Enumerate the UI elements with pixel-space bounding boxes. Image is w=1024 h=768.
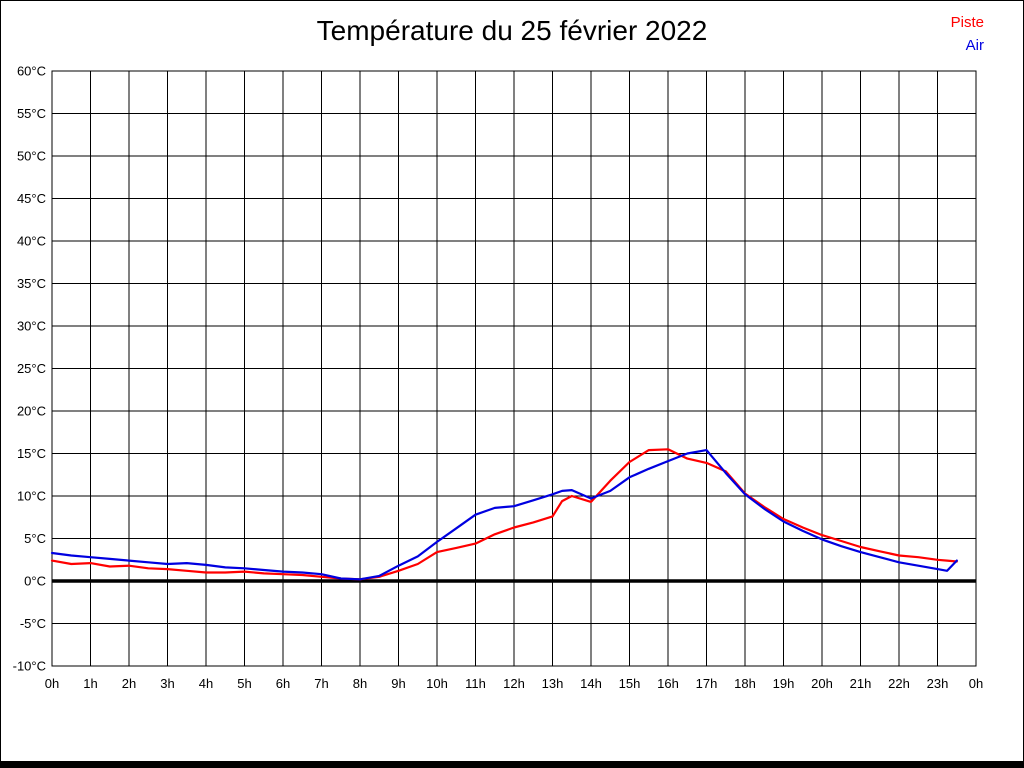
y-tick-label: 25°C	[17, 361, 46, 376]
y-tick-label: 10°C	[17, 489, 46, 504]
x-tick-label: 5h	[237, 676, 251, 691]
series-line-piste	[50, 448, 958, 581]
x-tick-label: 12h	[503, 676, 525, 691]
y-tick-label: 30°C	[17, 319, 46, 334]
x-tick-label: 22h	[888, 676, 910, 691]
y-tick-label: 50°C	[17, 149, 46, 164]
y-tick-label: 5°C	[24, 531, 46, 546]
x-tick-label: 13h	[542, 676, 564, 691]
y-tick-label: 60°C	[17, 64, 46, 79]
x-tick-label: 7h	[314, 676, 328, 691]
x-tick-label: 4h	[199, 676, 213, 691]
x-tick-label: 14h	[580, 676, 602, 691]
legend-item-piste: Piste	[950, 14, 984, 31]
x-tick-label: 6h	[276, 676, 290, 691]
chart-title: Température du 25 février 2022	[316, 15, 708, 46]
x-tick-label: 19h	[773, 676, 795, 691]
series-line-air	[50, 449, 958, 581]
y-tick-label: 15°C	[17, 446, 46, 461]
x-tick-label: 2h	[122, 676, 136, 691]
y-tick-label: -5°C	[20, 616, 46, 631]
y-tick-label: -10°C	[13, 659, 46, 674]
y-tick-label: 55°C	[17, 106, 46, 121]
x-tick-label: 11h	[465, 676, 486, 691]
x-tick-label: 16h	[657, 676, 679, 691]
x-tick-label: 0h	[969, 676, 983, 691]
x-tick-label: 1h	[83, 676, 97, 691]
x-tick-label: 3h	[160, 676, 174, 691]
y-tick-label: 40°C	[17, 234, 46, 249]
y-tick-label: 35°C	[17, 276, 46, 291]
y-tick-label: 20°C	[17, 404, 46, 419]
x-tick-label: 21h	[850, 676, 872, 691]
x-tick-label: 17h	[696, 676, 718, 691]
y-tick-label: 0°C	[24, 574, 46, 589]
x-tick-label: 15h	[619, 676, 641, 691]
plot-border	[51, 70, 977, 667]
legend-item-air: Air	[965, 37, 984, 54]
x-tick-label: 23h	[927, 676, 949, 691]
x-tick-label: 8h	[353, 676, 367, 691]
legend: Piste Air	[951, 11, 984, 57]
x-tick-label: 10h	[426, 676, 448, 691]
x-tick-label: 18h	[734, 676, 756, 691]
x-tick-label: 0h	[45, 676, 59, 691]
x-tick-label: 9h	[391, 676, 405, 691]
y-tick-label: 45°C	[17, 191, 46, 206]
x-tick-label: 20h	[811, 676, 833, 691]
